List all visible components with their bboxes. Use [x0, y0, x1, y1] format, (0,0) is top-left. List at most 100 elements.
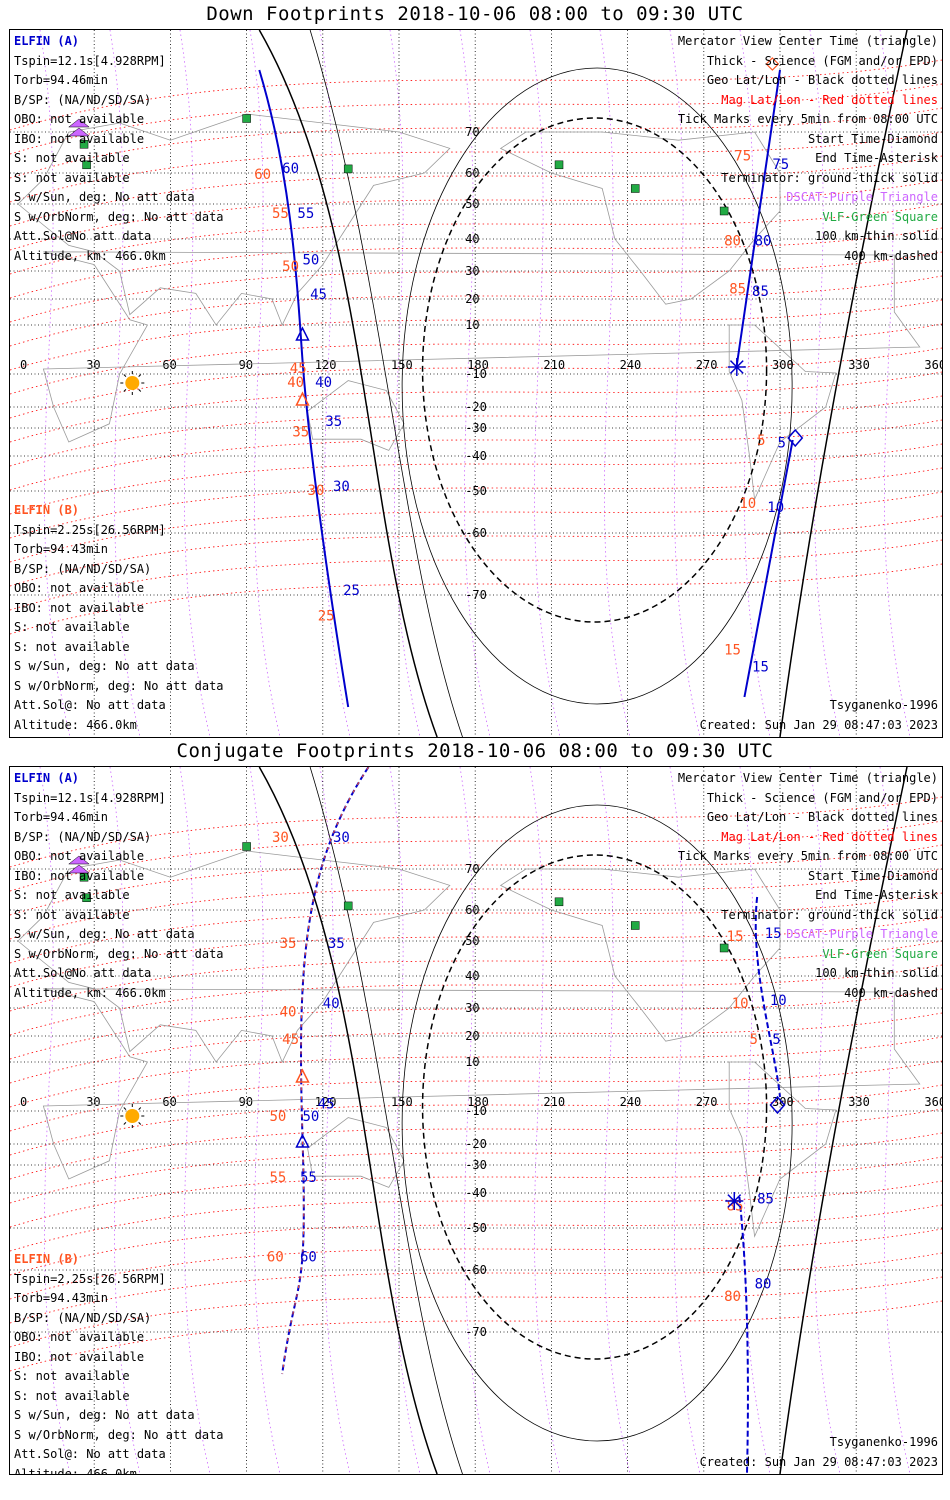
info-line: B/SP: (NA/ND/SD/SA) [14, 92, 152, 107]
sun-icon [120, 371, 145, 395]
mag-lon-line [879, 767, 911, 1474]
lon-label: 210 [543, 358, 565, 372]
lat-label: -30 [465, 1158, 487, 1172]
lon-label: 0 [20, 358, 27, 372]
info-line: IBO: not available [14, 600, 145, 615]
lat-label: -50 [465, 1221, 487, 1235]
info-line: S w/Sun, deg: No att data [14, 659, 195, 673]
lat-label: 20 [465, 1029, 479, 1043]
elfin-a-tick-label: 85 [752, 284, 769, 300]
footer: Tsyganenko-1996 Created: Sun Jan 29 08:4… [700, 696, 938, 735]
dscat-triangle [68, 118, 90, 128]
mag-lat-line [10, 227, 942, 299]
vlf-station-square [82, 160, 91, 170]
sun-disk [125, 1109, 140, 1123]
legend-line: Tick Marks every 5min from 08:00 UTC [677, 849, 938, 863]
mag-lon-line [739, 767, 771, 1474]
elfin-a-info: ELFIN (A) Tspin=12.1s[4.928RPM] Torb=94.… [14, 769, 224, 1003]
legend-line: VLF-Green Square [822, 946, 938, 961]
map-canvas: 0306090120150180210240270300330360706050… [10, 767, 942, 1474]
mag-lat-line [10, 1300, 942, 1372]
elfin-b-tick-label: 80 [724, 1289, 741, 1305]
sun-ray [123, 389, 127, 392]
mag-lat-line [10, 299, 942, 371]
map-canvas: 0306090120150180210240270300330360706050… [10, 30, 942, 737]
info-line: S: not available [14, 170, 130, 185]
lon-label: 90 [239, 358, 253, 372]
info-line: Att.Sol@: No att data [14, 698, 166, 712]
legend-line: Mag Lat/Lon - Red dotted lines [721, 829, 938, 844]
footer-created: Created: Sun Jan 29 08:47:03 2023 [699, 717, 938, 732]
info-line: S: not available [14, 1388, 130, 1403]
elfin-a-tick-label: 55 [300, 1170, 317, 1186]
lat-label: 60 [465, 166, 479, 180]
legend: Mercator View Center Time (triangle) Thi… [678, 32, 938, 266]
mag-lat-line [10, 443, 942, 515]
lon-label: 150 [391, 358, 413, 372]
info-line: S w/OrbNorm, deg: No att data [14, 1427, 224, 1442]
lat-label: -30 [465, 421, 487, 435]
legend-line: Start Time-Diamond [807, 131, 938, 146]
elfin-a-track-west [281, 767, 370, 1375]
mag-lat-line [10, 820, 942, 892]
legend-line: 100 km-thin solid [815, 966, 938, 980]
sun-ray [123, 374, 127, 377]
elfin-a-tick-label: 5 [772, 1032, 780, 1048]
legend: Mercator View Center Time (triangle) Thi… [678, 769, 938, 1003]
elfin-a-tick-label: 15 [765, 926, 782, 942]
lat-label: -60 [465, 526, 487, 540]
lat-label: 20 [465, 292, 479, 306]
elfin-a-tick-label: 50 [302, 1109, 319, 1125]
sun-ray [123, 1107, 127, 1110]
elfin-a-track-east-south [743, 439, 794, 698]
elfin-b-tick-label: 55 [269, 1170, 286, 1186]
mag-lat-line [10, 203, 942, 275]
terminator-west-100km [309, 767, 463, 1474]
coastline [42, 251, 921, 443]
mag-lon-line [739, 30, 771, 737]
sun-ray [138, 1107, 142, 1110]
legend-line: Tick Marks every 5min from 08:00 UTC [677, 112, 938, 126]
elfin-a-tick-label: 30 [333, 830, 350, 846]
legend-line: DSCAT-Purple Triangle [786, 190, 938, 204]
elfin-b-tick-label: 85 [727, 1199, 744, 1215]
info-line: OBO: not available [14, 849, 145, 863]
elfin-a-header: ELFIN (A) [14, 34, 80, 48]
mag-lat-line [10, 131, 942, 203]
vlf-station-square [343, 164, 353, 174]
lat-label: 40 [465, 232, 479, 246]
asterisk-stroke [727, 1194, 742, 1208]
mag-lon-line [39, 30, 71, 737]
legend-line: End Time-Asterisk [815, 888, 938, 902]
center-time-triangle-b [295, 391, 310, 406]
elfin-b-tick-label: 55 [272, 206, 289, 222]
sun-ray [138, 1122, 142, 1125]
mag-lon-line [669, 30, 701, 737]
mag-lon-line [529, 30, 561, 737]
mag-lat-line [10, 1228, 942, 1300]
elfin-a-track-east-north [735, 69, 781, 366]
coastline [499, 131, 781, 305]
info-line: S w/OrbNorm, deg: No att data [14, 678, 224, 693]
lon-label: 30 [86, 1095, 100, 1109]
legend-line: Start Time-Diamond [807, 868, 938, 883]
mag-lat-line [10, 892, 942, 964]
mag-lon-line [389, 767, 421, 1474]
elfin-b-tick-label: 30 [308, 483, 325, 499]
lat-label: -20 [465, 400, 487, 414]
elfin-b-tick-label: 30 [272, 830, 289, 846]
mag-lon-line [179, 30, 211, 737]
lat-label: -40 [465, 1186, 487, 1200]
lat-label: 30 [465, 264, 479, 278]
mag-lat-line [10, 395, 942, 467]
mag-lat-line [10, 964, 942, 1036]
footer-created: Created: Sun Jan 29 08:47:03 2023 [699, 1454, 938, 1469]
vlf-station-square [630, 921, 640, 930]
elfin-a-tick-label: 25 [343, 583, 360, 599]
legend-line: Thick - Science (FGM and/or EPD) [706, 53, 938, 68]
mag-lat-line [10, 1108, 942, 1180]
lon-label: 60 [162, 358, 176, 372]
mag-lat-line [10, 155, 942, 227]
vlf-station-square [242, 114, 251, 123]
elfin-a-info: ELFIN (A) Tspin=12.1s[4.928RPM] Torb=94.… [14, 32, 224, 266]
